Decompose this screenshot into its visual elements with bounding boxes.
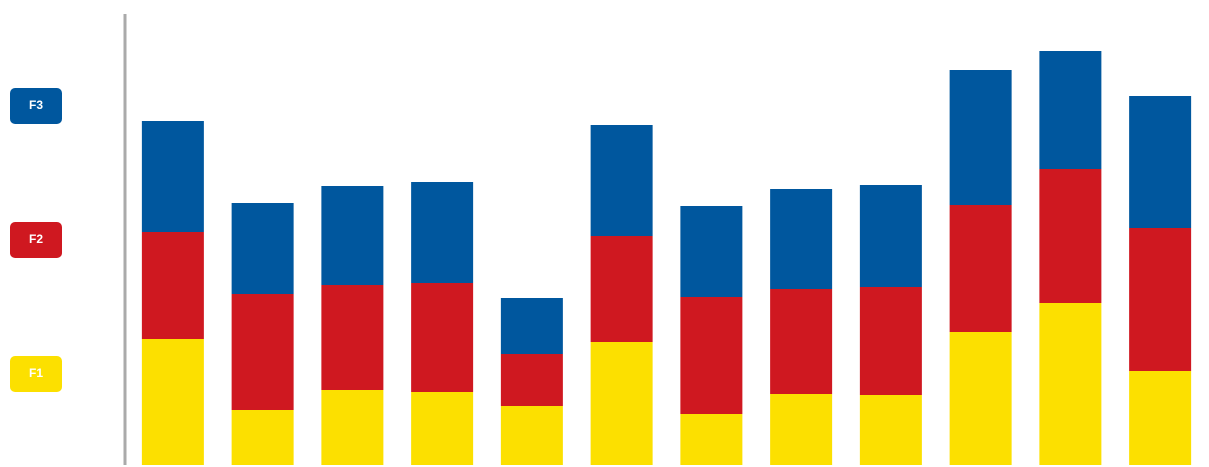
bar-segment [859,185,922,287]
bar-segment [411,182,474,283]
bar-segment [231,294,294,410]
legend-swatch[interactable] [10,222,62,258]
bar-segment [1129,228,1192,371]
bar-segment [321,390,384,465]
bar-segment [949,205,1012,332]
bar-segment [500,354,563,406]
bar-segment [321,285,384,390]
legend-label[interactable]: F3 [29,98,43,112]
bar-segment [141,232,204,339]
bar-segment [500,406,563,465]
bar-segment [770,189,833,289]
bar-segment [1039,51,1102,169]
bar-segment [500,298,563,354]
bar-segment [1129,371,1192,465]
bar-segment [321,186,384,285]
bar-segment [859,395,922,465]
legend-swatch[interactable] [10,356,62,392]
bar-segment [411,392,474,465]
bar-segment [1129,96,1192,228]
bar-segment [680,297,743,414]
bar-segment [231,203,294,294]
legend-swatch[interactable] [10,88,62,124]
bar-segment [770,394,833,465]
bar-segment [680,206,743,297]
bar-segment [949,332,1012,465]
bar-segment [1039,169,1102,303]
legend-label[interactable]: F2 [29,232,43,246]
bar-segment [949,70,1012,205]
bar-segment [411,283,474,392]
bar-segment [1039,303,1102,465]
bar-segment [590,342,653,465]
bar-segment [859,287,922,395]
bar-segment [590,125,653,236]
bar-segment [680,414,743,465]
bar-segment [231,410,294,465]
bar-segment [141,339,204,465]
bar-segment [770,289,833,394]
bar-segment [590,236,653,342]
legend-label[interactable]: F1 [29,366,43,380]
bar-segment [141,121,204,232]
